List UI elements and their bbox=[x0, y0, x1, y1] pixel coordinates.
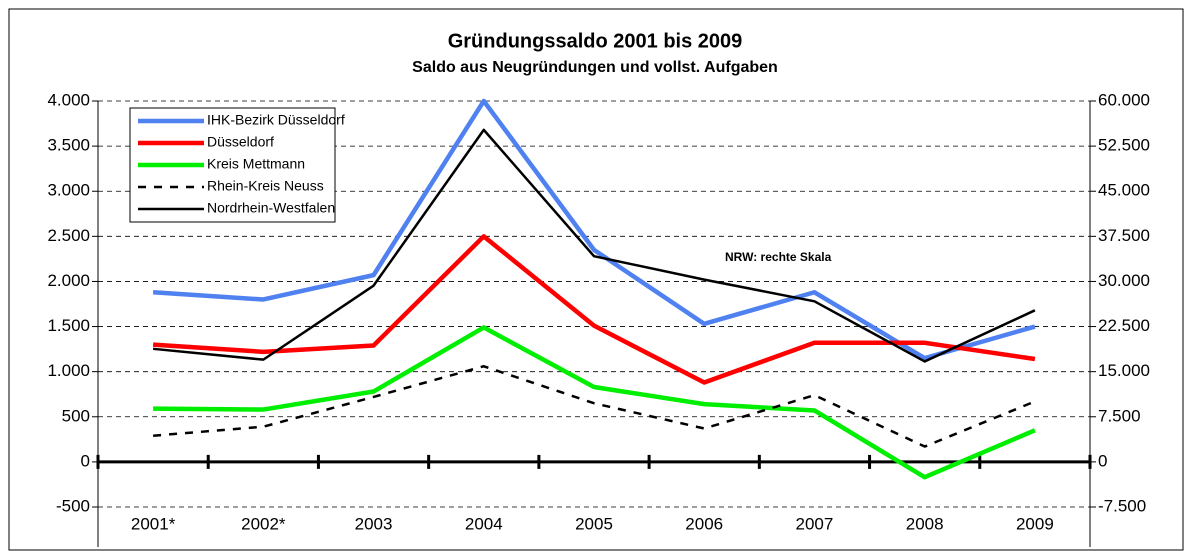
y-tick-label: 500 bbox=[62, 406, 90, 425]
y2-tick-label: 30.000 bbox=[1098, 271, 1150, 290]
chart-subtitle: Saldo aus Neugründungen und vollst. Aufg… bbox=[412, 59, 778, 76]
y-tick-label: -500 bbox=[56, 496, 90, 515]
series-line bbox=[152, 98, 1036, 361]
y2-tick-label: 15.000 bbox=[1098, 361, 1150, 380]
x-tick-label: 2002* bbox=[241, 514, 286, 533]
y-tick-label: 2.500 bbox=[47, 226, 90, 245]
x-tick-label: 2006 bbox=[685, 514, 723, 533]
x-tick-label: 2008 bbox=[906, 514, 944, 533]
y-tick-label: 1.000 bbox=[47, 361, 90, 380]
annotation: NRW: rechte Skala bbox=[725, 250, 832, 264]
legend-label: Nordrhein-Westfalen bbox=[207, 200, 335, 216]
x-tick-label: 2003 bbox=[355, 514, 393, 533]
legend-label: Düsseldorf bbox=[207, 134, 274, 150]
legend-label: Rhein-Kreis Neuss bbox=[207, 178, 324, 194]
y2-tick-label: -7.500 bbox=[1098, 496, 1146, 515]
legend-label: Kreis Mettmann bbox=[207, 156, 305, 172]
y2-tick-label: 45.000 bbox=[1098, 181, 1150, 200]
x-tick-label: 2009 bbox=[1016, 514, 1054, 533]
x-tick-label: 2007 bbox=[796, 514, 834, 533]
y2-tick-label: 60.000 bbox=[1098, 90, 1150, 109]
y2-tick-label: 0 bbox=[1098, 451, 1107, 470]
legend-label: IHK-Bezirk Düsseldorf bbox=[207, 112, 345, 128]
x-tick-label: 2005 bbox=[575, 514, 613, 533]
series-line bbox=[152, 128, 1036, 363]
series-line bbox=[152, 234, 1036, 385]
y-tick-label: 0 bbox=[81, 451, 90, 470]
y2-tick-label: 22.500 bbox=[1098, 316, 1150, 335]
series-line bbox=[153, 325, 1036, 480]
series-line bbox=[153, 365, 1036, 448]
chart-title: Gründungssaldo 2001 bis 2009 bbox=[448, 30, 743, 52]
y-tick-label: 4.000 bbox=[47, 90, 90, 109]
y-tick-label: 1.500 bbox=[47, 316, 90, 335]
y-tick-label: 3.000 bbox=[47, 181, 90, 200]
y-tick-label: 2.000 bbox=[47, 271, 90, 290]
chart-frame bbox=[8, 8, 1184, 551]
y2-tick-label: 37.500 bbox=[1098, 226, 1150, 245]
x-tick-label: 2001* bbox=[131, 514, 176, 533]
x-tick-label: 2004 bbox=[465, 514, 503, 533]
y2-tick-label: 7.500 bbox=[1098, 406, 1141, 425]
y-tick-label: 3.500 bbox=[47, 136, 90, 155]
y2-tick-label: 52.500 bbox=[1098, 136, 1150, 155]
